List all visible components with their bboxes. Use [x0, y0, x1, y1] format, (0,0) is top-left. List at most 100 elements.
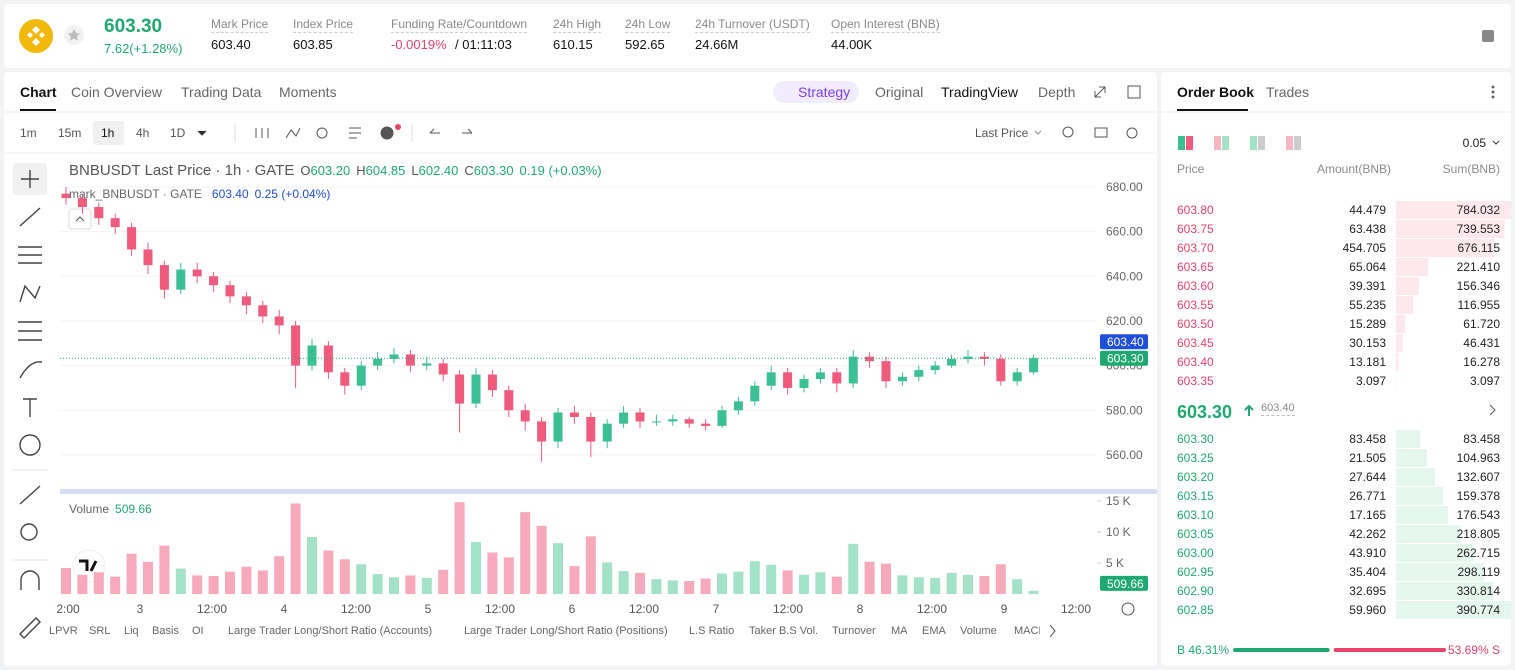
candle-body: [225, 285, 235, 297]
tab[interactable]: Chart: [20, 84, 57, 100]
interval[interactable]: 4h: [136, 126, 150, 140]
volume-bar: [1028, 590, 1039, 594]
x-tick-label: 5: [425, 602, 432, 616]
candle-body: [94, 207, 104, 219]
ob-amount: 43.910: [1349, 546, 1386, 560]
volume-bar: [389, 577, 399, 594]
collapse-button[interactable]: [68, 208, 92, 230]
stat-label: 24h High: [553, 17, 602, 33]
candle-body: [619, 412, 629, 424]
depth-bar: [1396, 525, 1461, 543]
candle-body: [77, 198, 87, 208]
indicator-tab[interactable]: Turnover: [832, 625, 876, 637]
ob-price: 603.20: [1177, 470, 1214, 484]
y-tick-label: 560.00: [1106, 448, 1143, 462]
x-tick-label: 12:00: [1061, 602, 1091, 616]
interval[interactable]: 1m: [20, 126, 37, 140]
volume-bar: [815, 572, 826, 594]
volume-legend: Volume: [69, 502, 110, 516]
ob-sum: 132.607: [1456, 470, 1500, 484]
indicator-tab[interactable]: MACD: [1014, 625, 1040, 637]
volume-tick-label: 5 K: [1106, 556, 1124, 570]
stat-value: 610.15: [553, 37, 593, 52]
tab[interactable]: Trading Data: [181, 84, 262, 100]
x-tick-label: 12:00: [485, 602, 515, 616]
ob-amount: 15.289: [1349, 317, 1386, 331]
candle-body: [750, 385, 760, 402]
mark-legend: mark_BNBUSDT · GATE: [69, 187, 202, 201]
volume-bar: [290, 503, 301, 594]
volume-bar: [192, 575, 203, 594]
indicator-tab[interactable]: MA: [891, 625, 908, 637]
view-tab[interactable]: Original: [875, 84, 924, 100]
view-tab[interactable]: TradingView: [941, 84, 1019, 100]
badge: [395, 124, 401, 130]
volume-bar: [831, 576, 842, 594]
layout-icon[interactable]: [1482, 30, 1494, 42]
interval[interactable]: 15m: [58, 126, 82, 140]
precision[interactable]: 0.05: [1462, 136, 1486, 150]
indicator-tab[interactable]: Liq: [124, 625, 139, 637]
indicator-tab[interactable]: Taker B.S Vol.: [749, 625, 819, 637]
volume-bar: [126, 553, 137, 594]
indicator-tab[interactable]: Large Trader Long/Short Ratio (Positions…: [464, 625, 668, 637]
volume-bar: [1012, 579, 1023, 594]
indicator-tab[interactable]: Volume: [960, 625, 997, 637]
candle-body: [159, 265, 169, 290]
price-type[interactable]: Last Price: [975, 126, 1029, 140]
ob-sum: 330.814: [1456, 584, 1500, 598]
volume-bar: [536, 525, 547, 594]
indicator-tab[interactable]: LPVR: [49, 625, 78, 637]
candle-body: [520, 410, 530, 422]
legend-row: BNBUSDT Last Price · 1h · GATE O 603.20 H 60…: [69, 162, 602, 180]
x-tick-label: 2:00: [56, 602, 80, 616]
settings-icon[interactable]: [1121, 602, 1135, 616]
ob-tab[interactable]: Trades: [1266, 84, 1310, 100]
chevron[interactable]: [1489, 404, 1496, 416]
pane-separator: [60, 489, 1157, 494]
x-tick-label: 12:00: [341, 602, 371, 616]
candle-body: [717, 410, 727, 426]
indicator-tab[interactable]: SRL: [89, 625, 111, 637]
ob-tab[interactable]: Order Book: [1177, 84, 1255, 100]
ohlc-value: 603.30: [473, 163, 514, 178]
ob-sum: 83.458: [1463, 432, 1500, 446]
strategy-pill[interactable]: [773, 81, 859, 103]
volume-bar: [503, 557, 514, 594]
view-tab[interactable]: Strategy: [798, 84, 851, 100]
y-tick-label: 640.00: [1106, 269, 1143, 283]
indicator-tab[interactable]: L.S Ratio: [689, 625, 735, 637]
candle-body: [405, 354, 415, 366]
ob-price: 603.05: [1177, 527, 1214, 541]
fullscreen-icon[interactable]: [1094, 86, 1106, 98]
tab[interactable]: Coin Overview: [71, 84, 163, 100]
candle-body: [274, 316, 284, 326]
interval[interactable]: 1h: [101, 126, 115, 140]
candle-body: [783, 372, 793, 388]
candle-body: [930, 365, 940, 371]
depth-bar: [1396, 430, 1421, 448]
ob-amount: 3.097: [1355, 374, 1386, 388]
more-arrow[interactable]: [1049, 624, 1056, 638]
indicator-tab[interactable]: Basis: [152, 625, 179, 637]
ob-sum: 159.378: [1456, 489, 1500, 503]
x-tick-label: 9: [1001, 602, 1008, 616]
indicator-tab[interactable]: OI: [192, 625, 204, 637]
view-tab[interactable]: Depth: [1038, 84, 1076, 100]
ob-price: 603.10: [1177, 508, 1214, 522]
volume-bar: [438, 569, 449, 594]
indicator-tab[interactable]: Large Trader Long/Short Ratio (Accounts): [228, 625, 433, 637]
depth-bar: [1396, 468, 1436, 486]
interval[interactable]: 1D: [170, 126, 186, 140]
indicator-tab[interactable]: EMA: [922, 625, 946, 637]
volume-bar: [717, 573, 727, 594]
ob-amount: 65.064: [1349, 260, 1386, 274]
depth-bar: [1396, 201, 1511, 219]
caret: [197, 130, 207, 136]
window-icon[interactable]: [1127, 85, 1141, 99]
stat-value: 603.40: [211, 37, 251, 52]
volume-bar: [782, 570, 793, 594]
tab[interactable]: Moments: [279, 84, 337, 100]
ob-price: 602.90: [1177, 584, 1214, 598]
candle-body: [1012, 372, 1022, 382]
